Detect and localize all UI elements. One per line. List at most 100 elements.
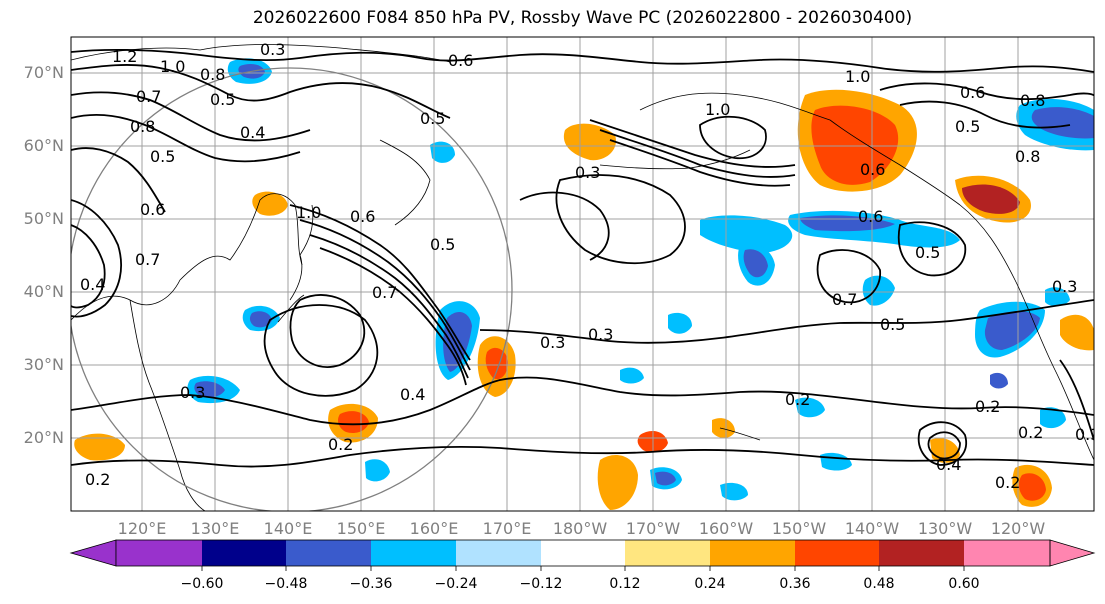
pv-contour <box>71 64 451 119</box>
contour-label: 0.2 <box>328 435 353 454</box>
japan-coast <box>277 204 314 323</box>
pv-contour <box>479 299 1094 344</box>
colorbar-segment <box>541 540 625 566</box>
pv-contour <box>319 247 467 386</box>
anomaly-blob <box>1018 473 1046 501</box>
pv-contour <box>555 174 686 265</box>
pv-contour <box>71 48 1094 73</box>
pv-contour <box>71 224 106 309</box>
pv-contour <box>71 376 1094 426</box>
colorbar-tick-label: −0.48 <box>264 576 308 592</box>
contour-label: 0.3 <box>1075 425 1100 444</box>
contour-label: 0.5 <box>915 243 940 262</box>
contour-label: 0.5 <box>150 147 175 166</box>
colorbar-segment <box>879 540 964 566</box>
contour-label: 0.4 <box>400 385 425 404</box>
lat-label: 60°N <box>23 136 64 155</box>
anomaly-blob <box>743 249 768 278</box>
contour-label: 0.7 <box>136 87 161 106</box>
contour-label: 0.3 <box>260 40 285 59</box>
lon-label: 120°E <box>117 519 167 538</box>
lon-label: 170°W <box>625 519 681 538</box>
contour-label: 1.0 <box>296 203 321 222</box>
namerica-coast <box>959 204 1094 461</box>
anomaly-blob <box>1031 107 1094 139</box>
colorbar-segment <box>964 540 1050 566</box>
contour-label: 0.6 <box>860 160 885 179</box>
anomaly-blob <box>811 105 899 185</box>
colorbar-segment <box>710 540 795 566</box>
colorbar-extend-left <box>69 539 117 567</box>
contour-label: 0.3 <box>575 163 600 182</box>
pv-contour <box>917 421 967 466</box>
pv-contour <box>1059 359 1094 441</box>
pv-contour <box>299 219 471 371</box>
anomaly-blob <box>720 482 748 501</box>
contour-label: 0.7 <box>135 250 160 269</box>
anomaly-blob <box>655 471 676 486</box>
contour-label: 0.8 <box>1015 147 1040 166</box>
colorbar-segment <box>795 540 879 566</box>
anomaly-blob <box>620 367 644 384</box>
kamchatka-coast <box>379 139 431 226</box>
contour-label: 0.5 <box>880 315 905 334</box>
lon-label: 150°E <box>336 519 386 538</box>
contour-label: 0.6 <box>960 83 985 102</box>
anomaly-blob <box>563 123 616 161</box>
pv-contour <box>609 139 791 187</box>
lat-label: 40°N <box>23 282 64 301</box>
anomaly-blob <box>365 459 390 482</box>
colorbar-segment <box>202 540 286 566</box>
pv-contours <box>71 48 1094 468</box>
pv-contour <box>899 100 1071 129</box>
pv-contour <box>599 129 796 178</box>
pv-contour <box>309 234 469 379</box>
pv-contour <box>589 119 796 168</box>
contour-label: 0.2 <box>1018 423 1043 442</box>
pv-contour <box>927 431 961 460</box>
contour-label: 0.5 <box>210 90 235 109</box>
pv-contour <box>71 199 122 318</box>
contour-label: 1.0 <box>845 67 870 86</box>
colorbar-segment <box>286 540 371 566</box>
anomaly-blob <box>700 215 793 253</box>
colorbar-tick-label: −0.60 <box>180 576 224 592</box>
anomaly-blob <box>668 312 692 334</box>
contour-label: 0.8 <box>200 65 225 84</box>
pv-contour <box>71 445 1094 468</box>
lon-label: 160°W <box>698 519 754 538</box>
chart-title: 2026022600 F084 850 hPa PV, Rossby Wave … <box>252 8 913 28</box>
map-canvas: 1.2 1.0 0.8 0.7 0.6 0.5 0.8 0.5 0.4 0.5 … <box>71 37 1100 511</box>
contour-label: 0.8 <box>130 117 155 136</box>
contour-label: 0.4 <box>80 275 105 294</box>
lon-label: 130°E <box>190 519 240 538</box>
anomaly-blob <box>1040 407 1066 429</box>
lat-label: 30°N <box>23 355 64 374</box>
lat-label: 50°N <box>23 209 64 228</box>
pv-contour <box>816 249 881 304</box>
pv-contour <box>897 221 967 277</box>
colorbar-tick-label: 0.36 <box>779 576 811 592</box>
pv-contour <box>289 294 366 368</box>
contour-label: 0.3 <box>540 333 565 352</box>
anomaly-blob <box>862 275 895 306</box>
anomaly-blob <box>249 311 272 328</box>
anomaly-blob <box>712 418 735 438</box>
colorbar-frame <box>115 539 1051 567</box>
contour-label: 0.3 <box>1052 277 1077 296</box>
contour-label: 0.2 <box>975 397 1000 416</box>
contour-label: 0.5 <box>420 109 445 128</box>
anomaly-blob <box>962 184 1020 214</box>
contour-label: 0.6 <box>350 207 375 226</box>
anomaly-blob <box>990 372 1008 389</box>
lon-label: 130°W <box>917 519 973 538</box>
anomaly-blob <box>194 381 225 398</box>
contour-label: 0.6 <box>858 207 883 226</box>
lon-label: 120°W <box>990 519 1046 538</box>
colorbar-tick-label: 0.12 <box>609 576 641 592</box>
contour-label: 0.4 <box>240 123 265 142</box>
lon-label: 170°E <box>482 519 532 538</box>
lon-label: 140°W <box>844 519 900 538</box>
colorbar-tick-label: −0.36 <box>349 576 393 592</box>
pv-contour <box>519 191 610 261</box>
